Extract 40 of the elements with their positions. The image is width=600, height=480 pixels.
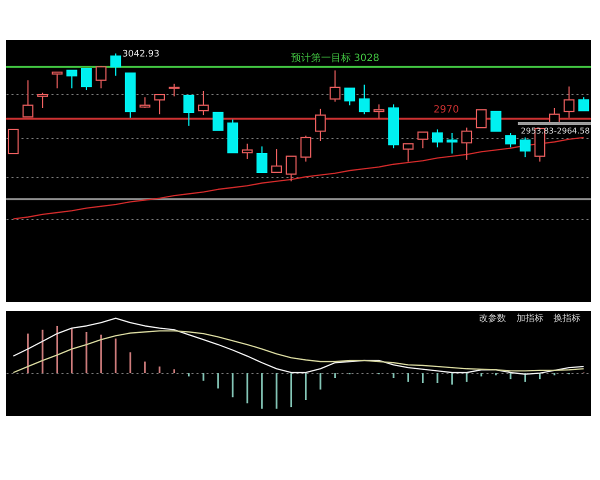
candlestick (402, 143, 414, 162)
ref-line-label: 2970 (433, 104, 459, 116)
candlestick (256, 146, 268, 173)
candlestick (96, 65, 106, 89)
candlestick (520, 136, 531, 158)
candlestick (417, 132, 428, 149)
candlestick (212, 112, 224, 131)
candlestick (183, 94, 194, 126)
candlestick (344, 88, 356, 106)
candlestick (110, 52, 122, 76)
candlestick (374, 104, 384, 120)
candlestick (154, 94, 165, 115)
candlestick (315, 108, 326, 142)
candlestick (505, 132, 516, 148)
candlestick (168, 83, 180, 97)
candlestick (198, 90, 209, 116)
candlestick (358, 84, 370, 115)
candlestick (52, 72, 63, 89)
ref-line-label: 预计第一目标 3028 (290, 52, 380, 64)
annotation: 改参数 (479, 313, 506, 324)
annotation: 换指标 (554, 313, 581, 324)
annotation: 加指标 (516, 313, 544, 324)
candlestick (140, 96, 150, 109)
candlestick (300, 135, 312, 162)
candlestick (286, 156, 297, 182)
candlestick (242, 143, 253, 160)
candlestick (81, 68, 92, 91)
candlestick (22, 80, 34, 118)
candlestick (476, 109, 487, 128)
candlestick (446, 132, 458, 154)
annotation: 3042.93 (122, 49, 160, 60)
candlestick (66, 70, 78, 89)
candlestick (461, 127, 472, 160)
candlestick (432, 128, 443, 148)
candlestick (564, 86, 574, 118)
candlestick (578, 96, 590, 112)
candlestick (37, 92, 48, 109)
candlestick (490, 110, 502, 132)
candlestick (271, 148, 282, 173)
candlestick (330, 70, 340, 102)
